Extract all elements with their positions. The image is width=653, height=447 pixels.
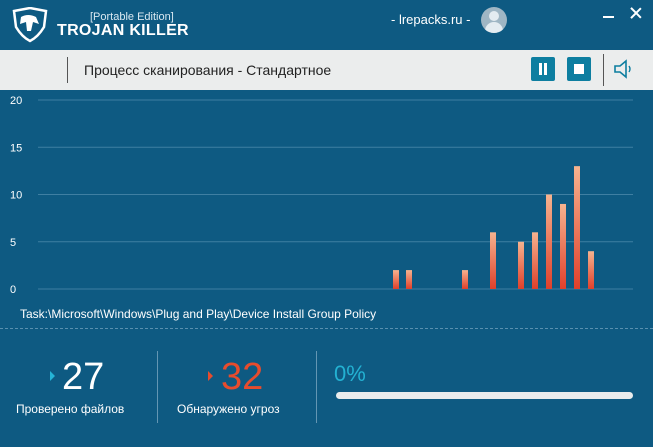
threat-chart-svg: 20 15 10 5 0 <box>10 95 633 296</box>
chart-bar <box>393 270 399 289</box>
chart-bar <box>560 203 566 289</box>
trojan-killer-logo-icon <box>12 7 48 43</box>
toolbar-divider <box>67 57 68 83</box>
y-tick-label: 15 <box>10 142 22 154</box>
stats-divider <box>316 351 317 423</box>
threats-count: 32 <box>221 356 264 398</box>
y-tick-label: 0 <box>10 284 16 296</box>
scan-mode-title: Процесс сканирования - Стандартное <box>84 62 332 78</box>
stop-button[interactable] <box>567 57 591 81</box>
pause-icon <box>539 63 542 75</box>
y-tick-label: 20 <box>10 95 22 107</box>
scan-toolbar: Процесс сканирования - Стандартное <box>0 50 653 90</box>
checked-arrow-icon <box>50 371 55 381</box>
threats-label: Обнаружено угроз <box>177 402 280 416</box>
chart-bar <box>546 194 552 289</box>
edition-label: [Portable Edition] <box>90 11 174 23</box>
chart-bar <box>588 251 594 289</box>
chart-bar <box>518 241 524 289</box>
stats-divider <box>157 351 158 423</box>
checked-count: 27 <box>62 356 105 398</box>
close-icon[interactable] <box>629 6 643 20</box>
app-name: TROJAN KILLER <box>57 22 189 39</box>
minimize-icon[interactable] <box>602 6 616 20</box>
pause-button[interactable] <box>531 57 555 81</box>
current-scan-path: Task:\Microsoft\Windows\Plug and Play\De… <box>20 307 377 321</box>
toolbar-divider-right <box>603 54 604 86</box>
site-link[interactable]: - lrepacks.ru - <box>391 12 471 27</box>
y-tick-label: 5 <box>10 237 16 249</box>
threat-chart: 20 15 10 5 0 Task:\Microsoft\Windows\Plug an… <box>0 90 653 328</box>
chart-bar <box>574 166 580 289</box>
user-avatar-icon[interactable] <box>481 7 507 33</box>
title-bar: [Portable Edition] TROJAN KILLER - lrepa… <box>0 0 653 50</box>
chart-bar <box>490 232 496 289</box>
chart-bar <box>532 232 538 289</box>
scan-stats: 27 Проверено файлов 32 Обнаружено угроз … <box>0 328 653 447</box>
speaker-icon[interactable] <box>612 57 636 81</box>
threats-arrow-icon <box>208 371 213 381</box>
chart-bar <box>406 270 412 289</box>
chart-bar <box>462 270 468 289</box>
progress-bar <box>336 392 633 399</box>
progress-percent: 0% <box>334 361 366 386</box>
stop-icon <box>574 64 584 74</box>
checked-label: Проверено файлов <box>16 402 125 416</box>
y-tick-label: 10 <box>10 190 22 202</box>
